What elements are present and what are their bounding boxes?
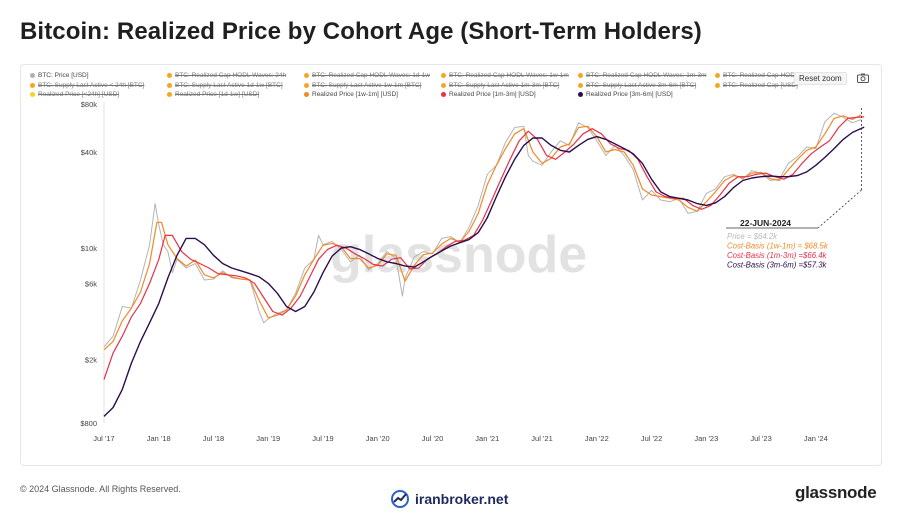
legend-label: Realized Price [1w-1m] [USD] <box>312 91 398 98</box>
legend-label: BTC: Supply Last Active 1m-3m [BTC] <box>449 81 560 89</box>
legend-dot-icon <box>167 92 172 97</box>
legend-item[interactable]: BTC: Supply Last Active 1m-3m [BTC] <box>441 82 559 89</box>
legend-label: BTC: Realized Cap HODL Waves: 24h <box>175 72 287 79</box>
legend-dot-icon <box>715 82 720 88</box>
camera-icon[interactable] <box>857 73 869 83</box>
legend-label: BTC: Realized Cap HODL Waves: 1m-3m <box>586 72 707 79</box>
legend-dot-icon <box>578 82 583 88</box>
reset-zoom-button[interactable]: Reset zoom <box>794 72 847 85</box>
legend-item[interactable]: Realized Price [1w-1m] [USD] <box>304 91 398 98</box>
legend-label: Realized Price [1m-3m] [USD] <box>449 91 536 98</box>
legend-dot-icon <box>304 92 309 97</box>
legend-label: BTC: Realized Cap [USD] <box>723 81 798 89</box>
legend-dot-icon <box>715 73 720 78</box>
legend-item[interactable]: BTC: Realized Cap HODL Waves <box>715 72 820 79</box>
legend-label: Realized Price [<24h] [USD] <box>38 91 120 98</box>
legend-dot-icon <box>441 73 446 78</box>
site-name: iranbroker.net <box>415 491 509 507</box>
legend-dot-icon <box>30 82 35 88</box>
legend-dot-icon <box>167 82 172 88</box>
site-watermark[interactable]: iranbroker.net <box>390 490 508 508</box>
legend-label: Realized Price [3m-6m] [USD] <box>586 91 673 98</box>
legend-dot-icon <box>441 92 446 97</box>
legend-item[interactable]: BTC: Realized Cap [USD] <box>715 82 798 89</box>
legend-dot-icon <box>304 82 309 88</box>
legend-item[interactable]: BTC: Realized Cap HODL Waves: 1m-3m <box>578 72 707 79</box>
legend-dot-icon <box>30 73 35 78</box>
legend-item[interactable]: Realized Price [1m-3m] [USD] <box>441 91 536 98</box>
legend-label: BTC: Realized Cap HODL Waves: 1d-1w <box>312 72 431 79</box>
legend-dot-icon <box>304 73 309 78</box>
legend-label: BTC: Supply Last Active 1d-1w [BTC] <box>175 81 283 89</box>
legend-item[interactable]: BTC: Realized Cap HODL Waves: 1w-1m <box>441 72 569 79</box>
legend-label: BTC: Supply Last Active 3m-6m [BTC] <box>586 81 697 89</box>
legend-item[interactable]: Realized Price [3m-6m] [USD] <box>578 91 673 98</box>
legend-item[interactable]: BTC: Realized Cap HODL Waves: 24h <box>167 72 286 79</box>
legend-item[interactable]: BTC: Realized Cap HODL Waves: 1d-1w <box>304 72 430 79</box>
legend-item[interactable]: Realized Price [<24h] [USD] <box>30 91 119 98</box>
legend-label: BTC: Supply Last Active 1w-1m [BTC] <box>312 81 422 89</box>
legend-dot-icon <box>441 82 446 88</box>
legend-item[interactable]: BTC: Supply Last Active < 24h [BTC] <box>30 82 144 89</box>
legend-item[interactable]: BTC: Supply Last Active 1w-1m [BTC] <box>304 82 421 89</box>
chart-logo-icon <box>391 490 409 508</box>
legend-item[interactable]: BTC: Supply Last Active 3m-6m [BTC] <box>578 82 696 89</box>
legend-dot-icon <box>30 92 35 97</box>
legend-dot-icon <box>167 73 172 78</box>
legend-item[interactable]: Realized Price [1d-1w] [USD] <box>167 91 259 98</box>
copyright-text: © 2024 Glassnode. All Rights Reserved. <box>20 484 181 494</box>
legend-label: BTC: Realized Cap HODL Waves: 1w-1m <box>449 72 569 79</box>
legend-dot-icon <box>578 92 583 97</box>
legend-label: BTC: Realized Cap HODL Waves <box>723 72 820 79</box>
legend-label: BTC: Price [USD] <box>38 72 89 79</box>
chart-panel <box>20 64 882 466</box>
legend-label: BTC: Supply Last Active < 24h [BTC] <box>38 81 145 89</box>
legend-item[interactable]: BTC: Price [USD] <box>30 72 89 79</box>
page-title: Bitcoin: Realized Price by Cohort Age (S… <box>20 18 702 45</box>
brand-logo: glassnode <box>795 483 877 502</box>
legend-item[interactable]: BTC: Supply Last Active 1d-1w [BTC] <box>167 82 283 89</box>
legend-dot-icon <box>578 73 583 78</box>
legend-label: Realized Price [1d-1w] [USD] <box>175 91 260 98</box>
